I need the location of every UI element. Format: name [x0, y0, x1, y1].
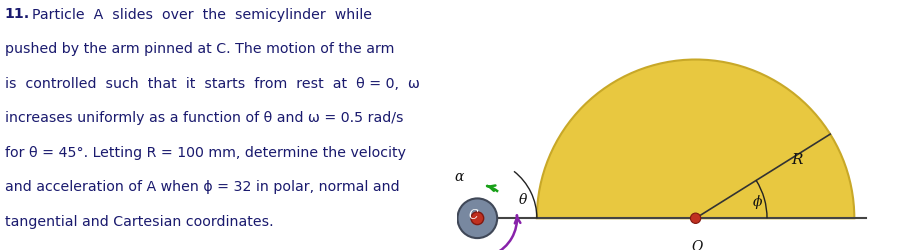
Circle shape	[690, 213, 701, 224]
Text: Particle  A  slides  over  the  semicylinder  while: Particle A slides over the semicylinder …	[32, 8, 372, 22]
Text: pushed by the arm pinned at C. The motion of the arm: pushed by the arm pinned at C. The motio…	[5, 42, 394, 56]
Text: α: α	[455, 170, 464, 183]
Text: C: C	[469, 209, 478, 222]
Text: 11.: 11.	[5, 8, 30, 22]
Wedge shape	[537, 60, 854, 218]
Text: ϕ: ϕ	[753, 194, 762, 208]
Text: increases uniformly as a function of θ and ω = 0.5 rad/s: increases uniformly as a function of θ a…	[5, 111, 403, 125]
Text: θ: θ	[519, 193, 527, 207]
Circle shape	[458, 198, 497, 238]
Text: for θ = 45°. Letting R = 100 mm, determine the velocity: for θ = 45°. Letting R = 100 mm, determi…	[5, 146, 405, 160]
Text: O: O	[692, 240, 704, 250]
Circle shape	[471, 212, 484, 224]
Text: R: R	[791, 153, 803, 167]
Text: is  controlled  such  that  it  starts  from  rest  at  θ = 0,  ω: is controlled such that it starts from r…	[5, 76, 420, 90]
Text: tangential and Cartesian coordinates.: tangential and Cartesian coordinates.	[5, 214, 273, 228]
Text: and acceleration of A when ϕ = 32 in polar, normal and: and acceleration of A when ϕ = 32 in pol…	[5, 180, 399, 194]
